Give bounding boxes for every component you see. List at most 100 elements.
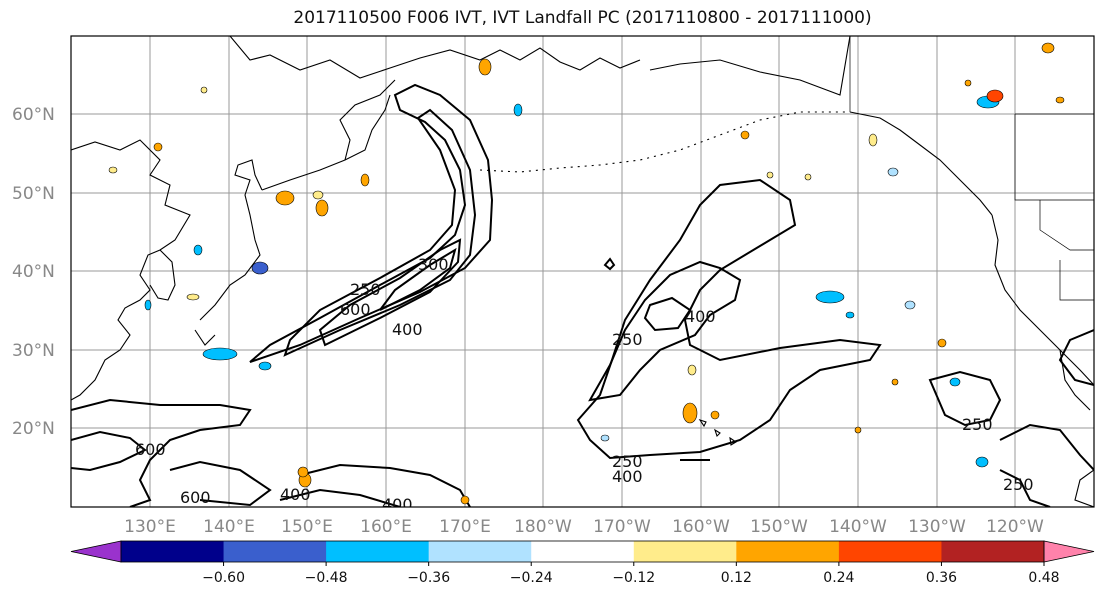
pc-shading-spot <box>710 410 720 420</box>
pc-shading-spot <box>766 171 774 179</box>
pc-shading-spot <box>804 173 812 181</box>
colorbar-tick-label: 0.12 <box>721 570 752 586</box>
contour-label: 400 <box>280 485 311 504</box>
colorbar-segment <box>121 541 225 562</box>
lat-label: 50°N <box>12 184 55 204</box>
colorbar-tick-label: −0.12 <box>612 570 655 586</box>
pc-shading-spot <box>315 199 329 217</box>
pc-shading-spot <box>845 311 855 319</box>
lon-label: 140°W <box>829 517 887 537</box>
pc-shading-spot <box>297 466 309 478</box>
pc-shading-spot <box>251 261 269 275</box>
colorbar-tick-label: 0.36 <box>926 570 957 586</box>
contour-label: 600 <box>340 300 371 319</box>
ivt-contours <box>71 83 1094 507</box>
colorbar-segment <box>941 541 1045 562</box>
pc-shading-spot <box>600 434 610 442</box>
pc-shading-spot <box>258 361 272 371</box>
lon-label: 130°W <box>908 517 966 537</box>
lon-label: 140°E <box>203 517 255 537</box>
pc-shading-spot <box>975 456 989 468</box>
contour-label: 400 <box>685 307 716 326</box>
colorbar: −0.60 −0.48 −0.36 −0.24 −0.12 0.12 0.24 0.36 0.4… <box>70 540 1095 586</box>
pc-shading-spot <box>478 58 492 76</box>
colorbar-tick-label: 0.24 <box>823 570 854 586</box>
pc-shading-spot <box>1041 42 1055 54</box>
pc-shading-spot <box>891 378 899 386</box>
colorbar-segment <box>326 541 430 562</box>
pc-shading-spot <box>887 167 899 177</box>
lon-label: 160°E <box>360 517 412 537</box>
contour-label: 250 <box>612 330 643 349</box>
colorbar-tick-label: −0.60 <box>202 570 245 586</box>
pc-shading-spot <box>937 338 947 348</box>
pc-shading-spot <box>460 495 470 505</box>
lat-label: 30°N <box>12 341 55 361</box>
lon-labels: 130°E 140°E 150°E 160°E 170°E 180°W 170°… <box>124 517 1044 537</box>
contour-label: 400 <box>382 495 413 514</box>
pc-shading-spot <box>144 299 152 311</box>
lon-label: 170°W <box>593 517 651 537</box>
pc-shading <box>108 42 1065 505</box>
pc-shading-spot <box>153 142 163 152</box>
lon-label: 150°W <box>750 517 808 537</box>
pc-shading-spot <box>868 133 878 147</box>
colorbar-segment <box>838 541 942 562</box>
gridlines <box>71 36 1094 507</box>
pc-shading-spot <box>740 130 750 140</box>
colorbar-extend-high <box>1043 540 1095 563</box>
contour-label: 300 <box>418 255 449 274</box>
pc-shading-spot <box>986 89 1004 103</box>
lat-label: 60°N <box>12 105 55 125</box>
lon-label: 120°W <box>986 517 1044 537</box>
colorbar-segment <box>531 541 635 562</box>
pc-shading-spot <box>682 402 698 424</box>
pc-shading-spot <box>904 300 916 310</box>
contour-label: 400 <box>392 320 423 339</box>
pc-shading-spot <box>513 103 523 117</box>
pc-shading-spot <box>964 79 972 87</box>
contour-label: 250 <box>612 452 643 471</box>
pc-shading-spot <box>275 190 295 206</box>
contour-label: 600 <box>135 440 166 459</box>
colorbar-tick-label: −0.48 <box>305 570 348 586</box>
pc-shading-spot <box>815 290 845 304</box>
pc-shading-spot <box>854 426 862 434</box>
contour-label: 600 <box>180 488 211 507</box>
contour-labels: 250 300 400 600 250 400 250 400 600 600 … <box>135 255 1034 514</box>
coastlines <box>71 36 1094 507</box>
pc-shading-spot <box>687 364 697 376</box>
contour-label: 250 <box>350 280 381 299</box>
lat-label: 20°N <box>12 419 55 439</box>
colorbar-segment <box>428 541 532 562</box>
contour-label: 250 <box>962 415 993 434</box>
lon-label: 130°E <box>124 517 176 537</box>
colorbar-extend-low <box>70 540 122 563</box>
colorbar-segment <box>633 541 737 562</box>
borders <box>849 36 1094 301</box>
pc-shading-spot <box>1055 96 1065 104</box>
lon-label: 150°E <box>281 517 333 537</box>
pc-shading-spot <box>202 347 238 361</box>
lat-label: 40°N <box>12 262 55 282</box>
contour-label: 250 <box>1003 475 1034 494</box>
pc-shading-spot <box>200 86 208 94</box>
pc-shading-spot <box>186 293 200 301</box>
pc-shading-spot <box>193 244 203 256</box>
lon-label: 170°E <box>439 517 491 537</box>
colorbar-frame <box>120 540 1045 563</box>
lon-label: 180°W <box>514 517 572 537</box>
colorbar-tick-label: −0.36 <box>407 570 450 586</box>
map-frame <box>70 35 1095 508</box>
lat-labels: 20°N 30°N 40°N 50°N 60°N <box>12 105 55 439</box>
map-title: 2017110500 F006 IVT, IVT Landfall PC (20… <box>293 8 872 28</box>
colorbar-tick-label: 0.48 <box>1028 570 1059 586</box>
pc-shading-spot <box>312 190 324 200</box>
colorbar-segment <box>736 541 840 562</box>
pc-shading-spot <box>360 173 370 187</box>
colorbar-segment <box>223 541 327 562</box>
contour-label: 400 <box>612 467 643 486</box>
pc-shading-spot <box>949 377 961 387</box>
colorbar-tick-label: −0.24 <box>510 570 553 586</box>
